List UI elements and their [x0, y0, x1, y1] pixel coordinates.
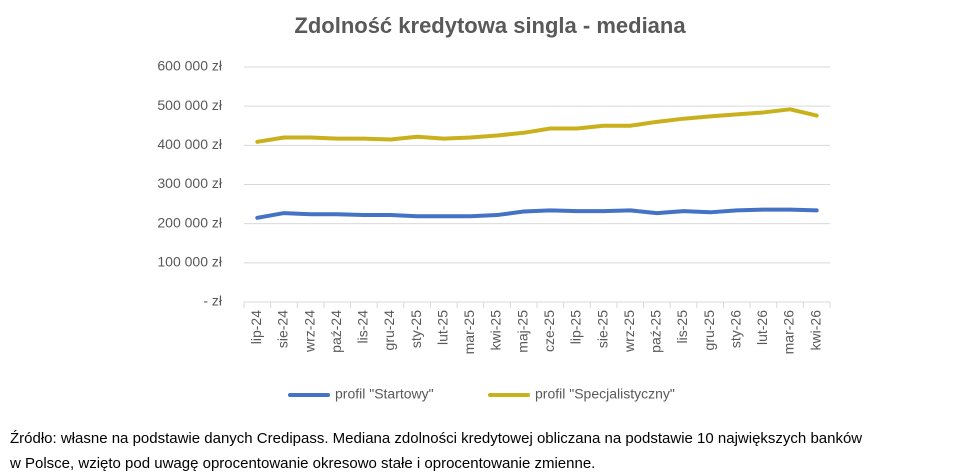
x-tick-label: lip-24 — [248, 310, 264, 344]
x-tick-label: maj-25 — [514, 310, 530, 353]
x-tick-label: kwi-26 — [807, 310, 823, 351]
x-tick-label: gru-24 — [381, 310, 397, 351]
y-tick-label: 100 000 zł — [157, 254, 222, 270]
x-tick-label: gru-25 — [701, 310, 717, 351]
x-tick-label: lip-25 — [568, 310, 584, 344]
legend-label: profil "Startowy" — [335, 386, 434, 402]
x-tick-label: lut-25 — [434, 310, 450, 345]
y-tick-label: 400 000 zł — [157, 136, 222, 152]
x-tick-label: sty-25 — [408, 310, 424, 348]
x-tick-label: lut-26 — [754, 310, 770, 345]
chart: Zdolność kredytowa singla - mediana - zł… — [157, 13, 831, 402]
x-tick-label: lis-24 — [355, 310, 371, 344]
series-line — [255, 207, 819, 220]
y-tick-label: - zł — [203, 293, 223, 309]
source-note: w Polsce, wzięto pod uwagę oprocentowani… — [10, 455, 596, 472]
x-tick-label: kwi-25 — [488, 310, 504, 351]
x-tick-label: mar-26 — [781, 310, 797, 355]
x-tick-label: sty-26 — [727, 310, 743, 348]
legend-label: profil "Specjalistyczny" — [535, 386, 675, 402]
series-line — [255, 107, 819, 144]
y-tick-label: 200 000 zł — [157, 214, 222, 230]
x-tick-label: lis-25 — [674, 310, 690, 344]
x-tick-label: mar-25 — [461, 310, 477, 355]
x-tick-label: sie-24 — [275, 310, 291, 348]
chart-title: Zdolność kredytowa singla - mediana — [294, 13, 686, 38]
source-note: Źródło: własne na podstawie danych Credi… — [10, 430, 863, 447]
x-tick-label: sie-25 — [594, 310, 610, 348]
x-tick-label: paź-25 — [648, 310, 664, 353]
y-tick-label: 600 000 zł — [157, 58, 222, 74]
x-tick-label: cze-25 — [541, 310, 557, 352]
x-tick-label: paź-24 — [328, 310, 344, 353]
y-tick-label: 500 000 zł — [157, 97, 222, 113]
y-tick-label: 300 000 zł — [157, 175, 222, 191]
x-tick-label: wrz-24 — [301, 310, 317, 353]
x-tick-label: wrz-25 — [621, 310, 637, 353]
